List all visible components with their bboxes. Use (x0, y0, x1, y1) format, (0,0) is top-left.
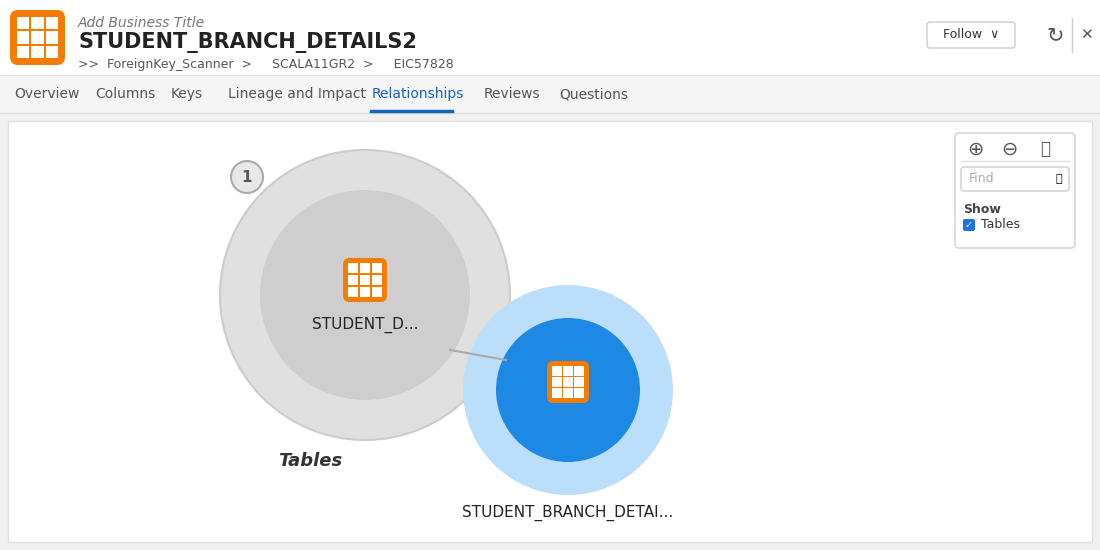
FancyBboxPatch shape (961, 167, 1069, 191)
Text: ⛶: ⛶ (1040, 140, 1050, 158)
FancyBboxPatch shape (927, 22, 1015, 48)
Bar (31, 31, 44, 44)
Bar (372, 275, 382, 285)
Bar (574, 377, 584, 387)
Bar (31, 46, 44, 58)
Bar (360, 263, 370, 273)
Bar (16, 46, 29, 58)
Text: Tables: Tables (278, 452, 342, 470)
Text: >>  ForeignKey_Scanner  >     SCALA11GR2  >     EIC57828: >> ForeignKey_Scanner > SCALA11GR2 > EIC… (78, 58, 453, 71)
Circle shape (220, 150, 510, 440)
Text: Tables: Tables (981, 218, 1020, 232)
Bar (574, 366, 584, 376)
Bar (46, 31, 58, 44)
Text: STUDENT_BRANCH_DETAI...: STUDENT_BRANCH_DETAI... (462, 505, 673, 521)
FancyBboxPatch shape (962, 219, 975, 231)
Bar (563, 366, 573, 376)
Text: Keys: Keys (170, 87, 204, 101)
Text: Lineage and Impact: Lineage and Impact (228, 87, 366, 101)
Text: Find: Find (969, 173, 994, 185)
Circle shape (260, 190, 470, 400)
Circle shape (463, 285, 673, 495)
Text: ↻: ↻ (1046, 25, 1064, 45)
Bar (349, 263, 359, 273)
Bar (552, 366, 562, 376)
Bar (563, 377, 573, 387)
FancyBboxPatch shape (955, 133, 1075, 248)
Text: ⊕: ⊕ (967, 140, 983, 158)
Text: Columns: Columns (96, 87, 156, 101)
Text: ⊖: ⊖ (1001, 140, 1018, 158)
Bar (0, 0, 1100, 75)
Bar (563, 388, 573, 398)
Bar (16, 16, 29, 29)
FancyBboxPatch shape (10, 10, 65, 65)
Bar (372, 287, 382, 296)
FancyBboxPatch shape (343, 258, 387, 302)
Bar (360, 275, 370, 285)
Text: ✓: ✓ (965, 220, 974, 230)
Text: Questions: Questions (560, 87, 628, 101)
Text: 1: 1 (242, 169, 252, 184)
Bar (46, 46, 58, 58)
Bar (552, 377, 562, 387)
Bar (552, 388, 562, 398)
Bar (0, 75, 1100, 113)
Text: Follow  ∨: Follow ∨ (943, 29, 999, 41)
Text: ✕: ✕ (1079, 28, 1092, 42)
Bar (372, 263, 382, 273)
Bar (574, 388, 584, 398)
Text: STUDENT_D...: STUDENT_D... (311, 317, 418, 333)
Text: Relationships: Relationships (372, 87, 464, 101)
Bar (349, 287, 359, 296)
Circle shape (496, 318, 640, 462)
Bar (8, 121, 1092, 542)
FancyBboxPatch shape (547, 361, 589, 403)
Text: STUDENT_BRANCH_DETAILS2: STUDENT_BRANCH_DETAILS2 (78, 32, 417, 53)
Text: Overview: Overview (14, 87, 79, 101)
Bar (349, 275, 359, 285)
Text: Reviews: Reviews (484, 87, 540, 101)
Bar (46, 16, 58, 29)
Text: Add Business Title: Add Business Title (78, 16, 205, 30)
Circle shape (231, 161, 263, 193)
Bar (31, 16, 44, 29)
Bar (360, 287, 370, 296)
Text: 🔍: 🔍 (1056, 174, 1063, 184)
Text: Show: Show (962, 203, 1001, 216)
Bar (16, 31, 29, 44)
